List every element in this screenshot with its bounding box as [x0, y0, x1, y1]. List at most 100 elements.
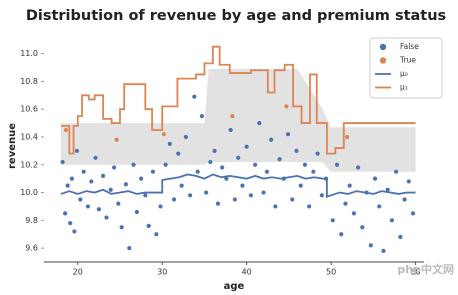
point: [104, 215, 109, 220]
x-tick-label: 30: [157, 268, 167, 277]
point: [356, 165, 361, 170]
point: [68, 221, 73, 226]
point: [339, 232, 344, 237]
legend-marker: [379, 57, 387, 64]
point: [285, 132, 291, 137]
x-tick-label: 20: [73, 268, 83, 277]
point: [298, 183, 303, 188]
point: [307, 204, 312, 209]
point: [199, 114, 205, 119]
point: [269, 137, 274, 142]
point: [264, 169, 270, 174]
point: [116, 201, 121, 206]
point: [167, 141, 172, 147]
point: [232, 197, 237, 202]
y-axis-label: revenue: [7, 123, 18, 169]
point: [330, 218, 335, 223]
legend-label: μ₀: [400, 69, 408, 78]
point: [220, 165, 225, 170]
point: [343, 201, 348, 206]
point: [176, 151, 181, 156]
y-tick-label: 10.4: [20, 132, 38, 141]
point: [154, 232, 159, 237]
point: [402, 197, 407, 202]
legend-box: [369, 37, 443, 99]
point: [101, 173, 106, 178]
point: [195, 169, 200, 174]
point: [69, 176, 74, 181]
point: [127, 246, 132, 251]
point: [187, 193, 193, 198]
point: [253, 162, 258, 167]
point: [171, 197, 177, 202]
point: [290, 197, 295, 202]
point: [143, 193, 148, 198]
point: [385, 187, 390, 192]
point: [236, 155, 241, 160]
point: [345, 134, 350, 140]
point: [389, 218, 395, 223]
y-tick-label: 9.8: [25, 216, 38, 225]
legend-label: True: [399, 56, 416, 65]
point: [394, 169, 399, 174]
point: [161, 132, 167, 137]
mean-line: [60, 173, 416, 198]
point: [60, 159, 65, 165]
point: [372, 176, 378, 181]
point: [192, 94, 197, 99]
point: [119, 225, 124, 230]
point: [398, 234, 403, 240]
point: [72, 229, 77, 234]
point: [334, 162, 340, 167]
point: [230, 114, 235, 119]
y-tick-label: 9.6: [25, 244, 38, 253]
point: [244, 144, 249, 149]
point: [81, 169, 86, 174]
point: [63, 211, 68, 216]
point: [131, 162, 136, 167]
y-tick-label: 10.6: [20, 105, 38, 114]
x-tick-label: 60: [410, 268, 420, 277]
chart-title: Distribution of revenue by age and premi…: [26, 8, 446, 24]
point: [63, 127, 69, 133]
y-tick-label: 11.0: [20, 49, 38, 58]
x-tick-label: 50: [326, 268, 336, 277]
legend-label: False: [400, 42, 419, 51]
point: [146, 223, 151, 228]
y-tick-label: 10.2: [20, 160, 38, 169]
point: [212, 148, 217, 153]
point: [215, 201, 221, 206]
x-tick-label: 40: [242, 268, 252, 277]
point: [183, 134, 188, 140]
legend-marker: [379, 43, 387, 51]
point: [377, 204, 382, 209]
point: [74, 148, 80, 153]
point: [360, 225, 365, 230]
point: [311, 169, 316, 174]
point: [179, 183, 184, 188]
y-tick-label: 10.8: [20, 77, 38, 86]
point: [240, 183, 245, 188]
watermark: php中文网: [397, 262, 454, 276]
point: [381, 248, 386, 253]
point: [224, 176, 229, 181]
point: [123, 182, 129, 187]
point: [284, 104, 289, 109]
point: [248, 193, 253, 198]
point: [78, 197, 83, 202]
point: [108, 187, 113, 192]
point: [277, 157, 282, 162]
legend-label: μ₁: [400, 83, 408, 92]
point: [111, 165, 117, 170]
x-axis-label: age: [224, 281, 245, 292]
point: [114, 137, 119, 142]
point: [302, 162, 308, 167]
point: [139, 176, 144, 181]
point: [406, 179, 411, 184]
point: [294, 148, 299, 153]
point: [65, 183, 70, 188]
point: [351, 211, 357, 216]
point: [228, 127, 233, 133]
point: [163, 162, 168, 167]
